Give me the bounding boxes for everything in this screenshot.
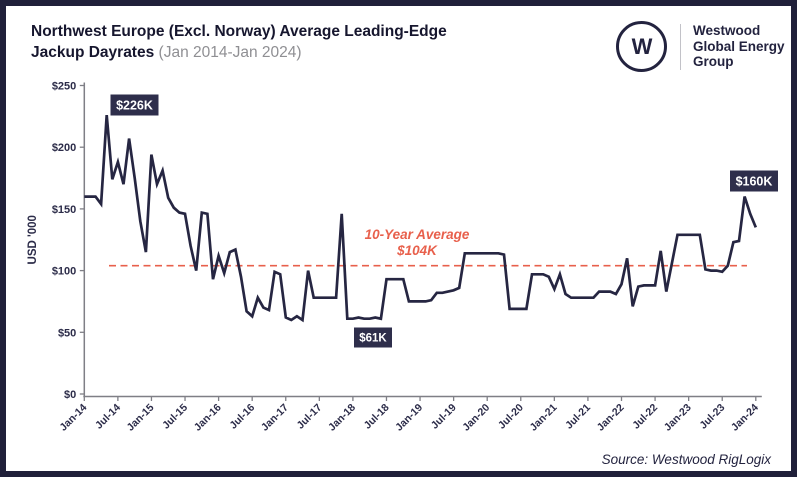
source-credit: Source: Westwood RigLogix (601, 452, 771, 467)
x-tick-label: Jan-21 (527, 402, 559, 434)
logo-line-1: Westwood (693, 23, 761, 39)
page-title: Northwest Europe (Excl. Norway) Average … (31, 21, 447, 63)
x-tick-label: Jan-19 (393, 402, 425, 434)
x-tick-label: Jul-15 (160, 402, 190, 432)
average-value-text: $104K (396, 243, 438, 258)
title-date-range: (Jan 2014-Jan 2024) (158, 44, 302, 61)
title-line-1: Northwest Europe (Excl. Norway) Average … (31, 23, 447, 40)
y-tick-label: $0 (64, 389, 76, 401)
x-tick-label: Jul-14 (93, 402, 123, 432)
x-tick-label: Jul-17 (294, 402, 324, 432)
x-tick-label: Jan-15 (125, 402, 157, 434)
x-tick-label: Jul-18 (362, 402, 392, 432)
monogram-letter: W (631, 33, 653, 59)
x-tick-label: Jan-20 (460, 402, 492, 434)
y-tick-label: $50 (58, 327, 76, 339)
x-tick-label: Jul-23 (697, 402, 727, 432)
logo-divider (680, 23, 681, 70)
y-tick-label: $250 (52, 81, 76, 93)
x-tick-label: Jul-22 (630, 402, 660, 432)
logo-line-3: Group (693, 54, 734, 70)
average-label-text: 10-Year Average (365, 227, 470, 242)
x-tick-label: Jan-24 (729, 402, 761, 434)
x-tick-label: Jul-21 (563, 402, 593, 432)
title-bold: Jackup Dayrates (31, 44, 155, 61)
chart-area: $0 $50 $100 $150 $200 $250 Jan-14 Jul-14 Jan-15 J… (6, 6, 791, 471)
dayrate-series-line (84, 114, 758, 323)
annotation-label: $61K (359, 333, 387, 345)
x-tick-label: Jul-20 (496, 402, 526, 432)
annotation-box (110, 94, 159, 116)
westwood-logo: W Westwood Global Energy Group (616, 21, 785, 72)
x-tick-label: Jul-19 (429, 402, 459, 432)
westwood-monogram-icon: W (616, 21, 667, 72)
annotation-label: $160K (736, 175, 773, 189)
title-line-2: Jackup Dayrates (Jan 2014-Jan 2024) (31, 42, 447, 63)
x-tick-label: Jan-14 (57, 402, 89, 434)
x-tick-label: Jan-18 (326, 402, 358, 434)
x-tick-label: Jul-16 (227, 402, 257, 432)
y-axis-title: USD '000 (27, 215, 39, 264)
annotation-box (730, 170, 778, 192)
x-tick-label: Jan-17 (259, 402, 291, 434)
y-tick-label: $100 (52, 266, 76, 278)
logo-wordmark: Westwood Global Energy Group (693, 23, 785, 70)
annotation-box (354, 327, 392, 348)
annotation-label: $226K (116, 99, 153, 113)
x-tick-label: Jan-22 (595, 402, 627, 434)
x-tick-label: Jan-23 (662, 402, 694, 434)
x-tick-label: Jan-16 (192, 402, 224, 434)
y-tick-label: $150 (52, 204, 76, 216)
logo-line-2: Global Energy (693, 38, 785, 54)
y-tick-label: $200 (52, 142, 76, 154)
